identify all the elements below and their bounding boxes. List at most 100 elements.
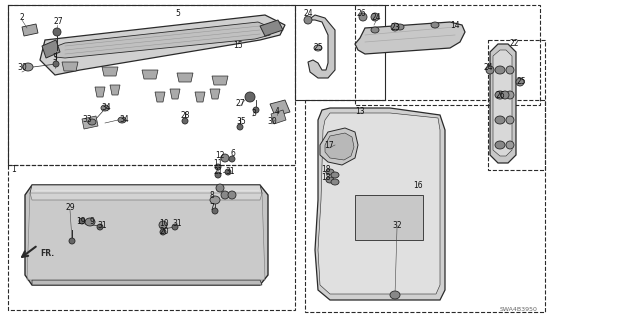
Polygon shape (52, 22, 272, 58)
Polygon shape (82, 116, 98, 129)
Text: 7: 7 (209, 203, 214, 211)
Ellipse shape (326, 169, 334, 175)
Ellipse shape (431, 22, 439, 28)
Ellipse shape (97, 224, 103, 230)
Text: 35: 35 (236, 116, 246, 125)
Ellipse shape (23, 63, 33, 71)
Text: 9: 9 (90, 218, 95, 226)
Polygon shape (318, 113, 440, 294)
Text: 27: 27 (53, 18, 63, 26)
Ellipse shape (229, 156, 235, 162)
Text: 30: 30 (17, 63, 27, 72)
Ellipse shape (88, 119, 96, 125)
Ellipse shape (304, 16, 312, 24)
Text: 24: 24 (303, 9, 313, 18)
Ellipse shape (172, 224, 178, 230)
Bar (488, 40, 545, 170)
Text: FR.: FR. (40, 249, 54, 258)
Polygon shape (30, 185, 262, 200)
Ellipse shape (85, 218, 95, 226)
Ellipse shape (506, 66, 514, 74)
Polygon shape (25, 185, 268, 285)
Ellipse shape (495, 116, 505, 124)
Ellipse shape (216, 184, 224, 192)
Text: 18: 18 (321, 174, 331, 182)
Polygon shape (170, 89, 180, 99)
Ellipse shape (228, 191, 236, 199)
Text: 31: 31 (97, 220, 107, 229)
Text: 14: 14 (450, 20, 460, 29)
Polygon shape (32, 280, 262, 285)
Ellipse shape (237, 124, 243, 130)
Text: SWA4B3950: SWA4B3950 (499, 307, 537, 312)
Text: 31: 31 (172, 219, 182, 228)
Text: 30: 30 (267, 116, 277, 125)
Text: 2: 2 (20, 12, 24, 21)
Polygon shape (195, 92, 205, 102)
Ellipse shape (506, 141, 514, 149)
Text: 24: 24 (371, 13, 381, 23)
Ellipse shape (486, 66, 494, 74)
Polygon shape (260, 20, 283, 36)
Ellipse shape (371, 27, 379, 33)
Ellipse shape (101, 105, 109, 111)
Text: 20: 20 (159, 226, 169, 235)
Text: 34: 34 (101, 103, 111, 113)
Text: 31: 31 (225, 167, 235, 175)
Text: 23: 23 (390, 23, 400, 32)
Text: 32: 32 (392, 220, 402, 229)
Ellipse shape (495, 141, 505, 149)
Bar (8, 5, 295, 165)
Ellipse shape (53, 61, 59, 67)
Ellipse shape (331, 172, 339, 178)
Text: 16: 16 (413, 181, 423, 189)
Ellipse shape (390, 291, 400, 299)
Text: 1: 1 (12, 166, 17, 174)
Text: 15: 15 (233, 41, 243, 49)
Text: 26: 26 (495, 92, 505, 100)
Polygon shape (142, 70, 158, 79)
Text: 28: 28 (180, 110, 189, 120)
Polygon shape (325, 133, 354, 160)
Ellipse shape (495, 66, 505, 74)
Polygon shape (493, 50, 512, 156)
Ellipse shape (221, 191, 229, 199)
Ellipse shape (331, 179, 339, 185)
Text: 12: 12 (215, 151, 225, 160)
Polygon shape (355, 22, 465, 54)
Ellipse shape (182, 118, 188, 124)
Bar (8, 165, 295, 310)
Ellipse shape (221, 154, 229, 162)
Polygon shape (212, 76, 228, 85)
Polygon shape (62, 62, 78, 71)
Ellipse shape (501, 91, 509, 99)
Ellipse shape (225, 169, 231, 175)
Ellipse shape (506, 91, 514, 99)
Text: 6: 6 (230, 150, 236, 159)
Polygon shape (320, 128, 358, 165)
Ellipse shape (391, 23, 399, 31)
Polygon shape (177, 73, 193, 82)
Polygon shape (42, 40, 60, 58)
Ellipse shape (215, 164, 221, 170)
Text: 3: 3 (252, 108, 257, 117)
Text: 18: 18 (321, 166, 331, 174)
Text: 22: 22 (509, 40, 519, 48)
Text: 3: 3 (52, 53, 58, 62)
Text: 24: 24 (483, 63, 493, 71)
Text: 11: 11 (213, 159, 223, 167)
Polygon shape (22, 24, 38, 36)
Text: 26: 26 (356, 9, 366, 18)
Text: 33: 33 (82, 115, 92, 123)
Ellipse shape (53, 28, 61, 36)
Ellipse shape (160, 229, 166, 235)
Polygon shape (40, 15, 285, 75)
Text: 19: 19 (76, 218, 86, 226)
Text: 25: 25 (313, 42, 323, 51)
Polygon shape (155, 92, 165, 102)
Polygon shape (110, 85, 120, 95)
Polygon shape (102, 67, 118, 76)
Bar (295, 5, 385, 100)
Ellipse shape (506, 116, 514, 124)
Polygon shape (308, 15, 335, 78)
